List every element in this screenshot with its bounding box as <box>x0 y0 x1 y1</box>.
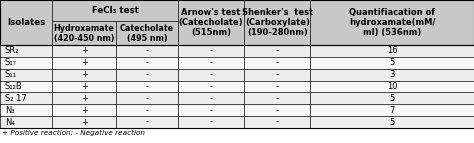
Text: Shenker's  test
(Carboxylate)
(190-280nm): Shenker's test (Carboxylate) (190-280nm) <box>242 8 313 37</box>
Text: -: - <box>146 94 148 103</box>
Text: SR₂: SR₂ <box>5 46 19 55</box>
Text: +: + <box>81 94 88 103</box>
Text: +: + <box>81 70 88 79</box>
Bar <box>0 81 474 93</box>
Text: -: - <box>146 82 148 91</box>
Text: 5: 5 <box>390 94 395 103</box>
Text: Arnow's test
(Catecholate)
(515nm): Arnow's test (Catecholate) (515nm) <box>179 8 243 37</box>
Text: 7: 7 <box>390 106 395 115</box>
Bar <box>0 104 474 116</box>
Text: -: - <box>210 58 212 67</box>
Text: -: - <box>210 118 212 127</box>
Text: -: - <box>210 46 212 55</box>
Text: Catecholate
(495 nm): Catecholate (495 nm) <box>120 24 174 43</box>
Text: -: - <box>276 106 279 115</box>
Bar <box>0 93 474 104</box>
Text: -: - <box>146 70 148 79</box>
Text: -: - <box>276 46 279 55</box>
Text: -: - <box>276 94 279 103</box>
Bar <box>0 0 474 45</box>
Text: +: + <box>81 106 88 115</box>
Text: +: + <box>81 82 88 91</box>
Text: -: - <box>146 46 148 55</box>
Text: -: - <box>276 82 279 91</box>
Text: Hydroxamate
(420-450 nm): Hydroxamate (420-450 nm) <box>54 24 115 43</box>
Text: + Positive reaction; - Negative reaction: + Positive reaction; - Negative reaction <box>2 130 146 136</box>
Text: -: - <box>276 58 279 67</box>
Text: S₁₂B: S₁₂B <box>5 82 22 91</box>
Text: FeCl₃ test: FeCl₃ test <box>91 6 138 15</box>
Text: -: - <box>146 58 148 67</box>
Text: +: + <box>81 118 88 127</box>
Text: +: + <box>81 58 88 67</box>
Bar <box>0 116 474 128</box>
Text: Quantifiacation of
hydroxamate(mM/
ml) (536nm): Quantifiacation of hydroxamate(mM/ ml) (… <box>349 8 436 37</box>
Bar <box>0 57 474 69</box>
Text: -: - <box>146 106 148 115</box>
Text: 16: 16 <box>387 46 398 55</box>
Text: S₂ 17: S₂ 17 <box>5 94 27 103</box>
Text: -: - <box>210 82 212 91</box>
Bar <box>0 45 474 57</box>
Text: -: - <box>210 106 212 115</box>
Text: -: - <box>210 94 212 103</box>
Text: S₁₁: S₁₁ <box>5 70 17 79</box>
Text: S₁₇: S₁₇ <box>5 58 17 67</box>
Text: -: - <box>276 118 279 127</box>
Text: -: - <box>276 70 279 79</box>
Text: 5: 5 <box>390 118 395 127</box>
Text: -: - <box>146 118 148 127</box>
Text: 3: 3 <box>390 70 395 79</box>
Text: Isolates: Isolates <box>7 18 45 27</box>
Text: +: + <box>81 46 88 55</box>
Text: 5: 5 <box>390 58 395 67</box>
Text: -: - <box>210 70 212 79</box>
Text: N₄: N₄ <box>5 118 15 127</box>
Text: N₃: N₃ <box>5 106 14 115</box>
Bar <box>0 0 474 45</box>
Text: 10: 10 <box>387 82 398 91</box>
Bar <box>0 69 474 81</box>
